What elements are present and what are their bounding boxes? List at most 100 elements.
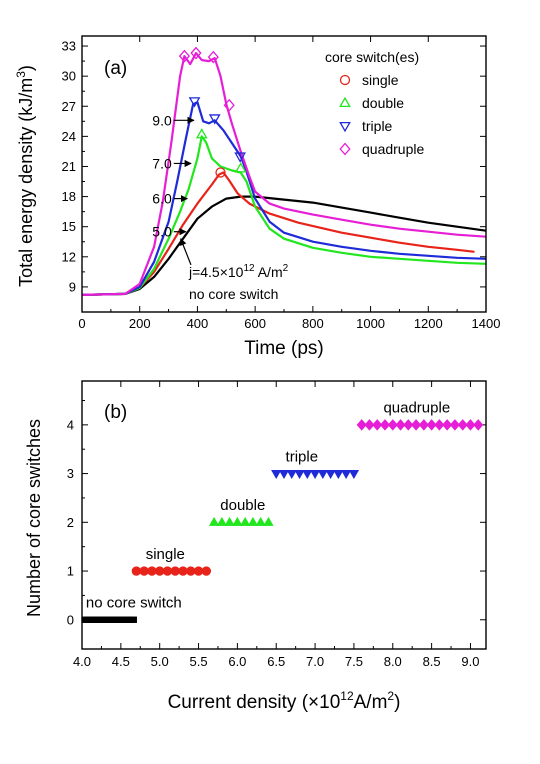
panel-a-ticks: 0 200 400 600 800 1000 1200 1400 9 12 15 18 21 24 27 30… <box>62 36 501 331</box>
panel-a-legend-marker-triple <box>339 121 351 133</box>
panel-a-x-tick-label: 200 <box>129 316 151 331</box>
panel-b-series-labels: no core switch single double triple quadrupl… <box>86 400 450 612</box>
panel-a-x-tick-label: 1200 <box>414 316 443 331</box>
panel-b-series-label-single: single <box>146 546 185 563</box>
panel-b-marker-double <box>247 516 259 526</box>
panel-a-legend-title: core switch(es) <box>325 49 419 65</box>
panel-a-series-line-single <box>82 171 475 296</box>
panel-a-legend: core switch(es) single double triple quadru… <box>325 49 424 157</box>
panel-b-x-axis-label-close: ) <box>394 692 400 713</box>
panel-a-marker-double <box>195 128 208 139</box>
panel-b-y-tick-label: 0 <box>67 612 74 627</box>
panel-b-marker-triple <box>325 469 336 480</box>
panel-b-marker-quadruple <box>457 419 468 431</box>
panel-b-x-tick-label: 9.0 <box>461 654 479 669</box>
panel-b-series-label-double: double <box>220 497 265 514</box>
panel-b-x-axis-label-times: ×10 <box>308 692 340 713</box>
panel-a-y-tick-label: 18 <box>62 189 76 204</box>
panel-a-y-tick-label: 24 <box>62 129 76 144</box>
panel-b-marker-double <box>232 516 243 526</box>
panel-b-marker-quadruple <box>364 419 375 431</box>
panel-a-y-tick-label: 9 <box>69 279 76 294</box>
panel-b-marker-quadruple <box>379 419 391 431</box>
panel-a-annotation-current-6.0: 6.0 <box>152 191 172 207</box>
panel-b-marker-double <box>255 516 266 526</box>
panel-b-y-tick-label: 2 <box>67 515 74 530</box>
panel-b-marker-double <box>240 516 251 526</box>
panel-b-marker-quadruple <box>418 419 429 431</box>
panel-b-marker-double <box>224 516 235 526</box>
panel-b-marker-single <box>201 566 212 576</box>
panel-b-marker-quadruple <box>356 419 367 431</box>
panel-b-marker-triple <box>278 469 290 480</box>
panel-a-annotation-j-prefix: j=4.5×10 <box>188 264 244 280</box>
panel-a-marker-triple <box>208 114 221 125</box>
panel-a-x-axis-label: Time (ps) <box>244 338 324 359</box>
panel-a-x-tick-label: 400 <box>187 316 209 331</box>
panel-b-marker-quadruple <box>473 419 484 431</box>
panel-b-y-tick-label: 3 <box>67 466 74 481</box>
panel-b-y-axis-label: Number of core switches <box>24 419 44 617</box>
panel-a-label: (a) <box>104 58 127 79</box>
panel-b-marker-quadruple <box>449 419 460 431</box>
panel-b-marker-double <box>208 516 220 526</box>
panel-b-marker-triple <box>302 469 313 480</box>
panel-a-x-tick-label: 1400 <box>472 316 501 331</box>
panel-b-x-tick-label: 8.5 <box>423 654 441 669</box>
panel-a-annotations: 9.0 7.0 6.0 5.0 j=4.5×1012 A/m2 no core switc… <box>152 112 288 302</box>
panel-a-marker-triple <box>188 97 201 108</box>
panel-b-x-tick-label: 7.0 <box>306 654 324 669</box>
panel-b-marker-triple <box>348 469 360 480</box>
panel-b-marker-quadruple <box>395 419 406 431</box>
panel-a-marker-quadruple <box>178 49 191 63</box>
panel-b-frame <box>81 380 487 650</box>
panel-a-legend-marker-double <box>339 96 351 108</box>
panel-a-annotation-j-arrow <box>179 238 192 266</box>
panel-b-marker-quadruple <box>403 419 414 431</box>
panel-a-series-line-quadruple <box>82 52 486 296</box>
panel-b-x-tick-label: 4.0 <box>73 654 91 669</box>
panel-b-marker-triple <box>341 469 352 480</box>
panel-b-x-axis-label: Current density (×1012A/m2) <box>168 689 401 713</box>
panel-a-x-tick-label: 0 <box>78 316 85 331</box>
panel-b-y-tick-label: 1 <box>67 564 74 579</box>
panel-a-y-axis-label-close: ) <box>16 65 36 71</box>
panel-b-marker-triple <box>294 469 305 480</box>
panel-b-y-tick-label: 4 <box>67 417 74 432</box>
panel-b-marker-quadruple <box>426 419 437 431</box>
panel-b-x-tick-label: 6.5 <box>267 654 285 669</box>
panel-a-chart: 0 200 400 600 800 1000 1200 1400 9 12 15 18 21 24 27 30… <box>14 35 501 359</box>
panel-b-marker-no-core-switch <box>128 616 137 623</box>
panel-a-marker-triple <box>234 152 246 163</box>
panel-a-series-markers <box>178 46 247 178</box>
panel-a-series-lines <box>82 52 486 296</box>
panel-a-legend-marker-quadruple <box>339 142 351 156</box>
panel-b-series-label-no-core-switch: no core switch <box>86 595 182 612</box>
panel-b-marker-quadruple <box>387 419 398 431</box>
panel-a-y-tick-label: 33 <box>62 39 76 54</box>
panel-b-marker-quadruple <box>411 419 422 431</box>
panel-a-y-tick-label: 27 <box>62 99 76 114</box>
panel-b-marker-quadruple <box>434 419 445 431</box>
panel-a-x-tick-label: 800 <box>302 316 324 331</box>
panel-b-x-tick-label: 6.0 <box>228 654 246 669</box>
panel-a-annotation-no-core-switch: no core switch <box>189 286 278 302</box>
panel-a-y-tick-label: 15 <box>62 219 76 234</box>
panel-a-x-tick-label: 1000 <box>356 316 385 331</box>
panel-a-annotation-j-sup2: 2 <box>283 263 289 274</box>
panel-b-x-tick-label: 5.0 <box>151 654 169 669</box>
panel-b-marker-double <box>216 516 227 526</box>
panel-a-marker-single <box>215 167 226 178</box>
panel-a-legend-label-double: double <box>362 95 404 111</box>
panel-a-legend-label-triple: triple <box>362 118 393 134</box>
panel-b-marker-quadruple <box>372 419 383 431</box>
panel-a-y-axis-label: Total energy density (kJ/m3) <box>14 65 36 287</box>
panel-b-series-label-quadruple: quadruple <box>383 400 450 417</box>
panel-b-series-markers <box>81 419 484 623</box>
panel-b-x-tick-label: 8.0 <box>384 654 402 669</box>
panel-a-y-axis-label-main: Total energy density (kJ/m <box>16 78 36 287</box>
panel-a-marker-quadruple <box>190 46 202 60</box>
panel-a-y-tick-label: 30 <box>62 69 76 84</box>
panel-b-x-tick-label: 7.5 <box>345 654 363 669</box>
